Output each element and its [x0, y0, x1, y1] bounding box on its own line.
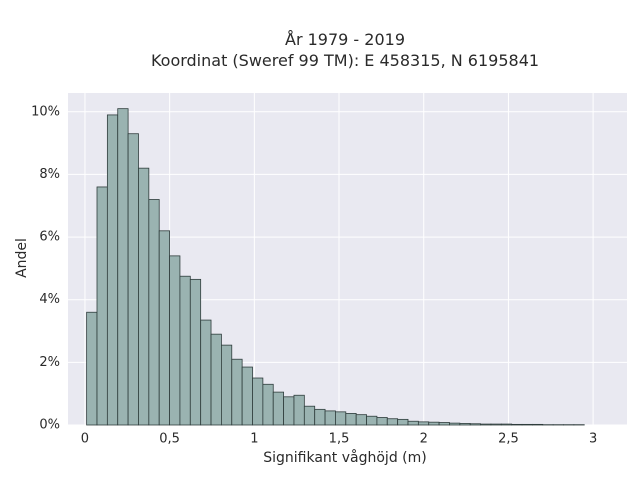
histogram-bar: [500, 423, 513, 426]
x-tick-label: 2,5: [498, 432, 519, 447]
histogram-bar: [521, 423, 533, 426]
histogram-bar: [127, 133, 139, 426]
x-tick-label: 3: [589, 432, 597, 447]
histogram-bar: [324, 410, 336, 426]
histogram-bar: [210, 333, 222, 426]
histogram-bar: [438, 422, 450, 426]
y-tick-label: 2%: [39, 355, 60, 370]
x-tick-label: 2: [420, 432, 428, 447]
histogram-bar: [397, 418, 409, 426]
histogram-bar: [138, 167, 150, 426]
histogram-bar: [221, 344, 233, 426]
y-axis-label: Andel: [14, 238, 30, 278]
y-axis-ticks: 0% 2% 4% 6% 8% 10%: [31, 104, 60, 432]
histogram-bar: [532, 423, 544, 426]
y-tick-label: 6%: [39, 230, 60, 245]
histogram-bar: [376, 417, 388, 426]
histogram-bar: [480, 423, 492, 426]
histogram-bar: [106, 114, 119, 426]
histogram-bar: [96, 186, 108, 426]
histogram-bar: [386, 418, 399, 426]
histogram-bar: [283, 396, 295, 426]
histogram-bar: [117, 108, 129, 426]
histogram-bar: [511, 423, 523, 426]
histogram-bar: [345, 413, 357, 426]
chart-title-line2: Koordinat (Sweref 99 TM): E 458315, N 61…: [151, 51, 539, 70]
histogram-bar: [148, 199, 160, 426]
x-axis-ticks: 0 0,5 1 1,5 2 2,5 3: [81, 432, 597, 447]
histogram-bar: [262, 383, 274, 426]
y-tick-label: 8%: [39, 167, 60, 182]
histogram-bar: [366, 415, 378, 426]
histogram-bar: [407, 420, 419, 426]
chart-title-line1: År 1979 - 2019: [285, 30, 405, 49]
histogram-bar: [490, 423, 502, 426]
histogram-bar: [355, 414, 367, 426]
y-tick-label: 10%: [31, 104, 60, 119]
y-tick-label: 0%: [39, 418, 60, 433]
histogram-bar: [293, 394, 305, 426]
histogram-bar: [303, 405, 316, 426]
x-tick-label: 1: [250, 432, 258, 447]
histogram-bar: [449, 422, 461, 426]
histogram-bar: [252, 377, 264, 426]
histogram-bar: [417, 421, 430, 426]
histogram-bar: [272, 391, 285, 426]
histogram-bar: [314, 408, 326, 426]
x-tick-label: 0: [81, 432, 89, 447]
histogram-bar: [469, 423, 481, 426]
x-tick-label: 1,5: [329, 432, 350, 447]
histogram-bar: [231, 358, 243, 426]
histogram-bar: [241, 366, 253, 426]
histogram-bar: [179, 275, 191, 426]
histogram-bar: [158, 230, 170, 426]
bars: [86, 108, 585, 426]
histogram-bar: [428, 421, 440, 426]
histogram-bar: [459, 423, 471, 426]
histogram-bar: [86, 311, 98, 426]
histogram-bar: [169, 255, 181, 426]
histogram-bar: [189, 278, 202, 426]
histogram-bar: [200, 319, 212, 426]
histogram-bar: [335, 411, 347, 426]
x-axis-label: Signifikant våghöjd (m): [263, 449, 426, 466]
y-tick-label: 4%: [39, 292, 60, 307]
x-tick-label: 0,5: [159, 432, 180, 447]
